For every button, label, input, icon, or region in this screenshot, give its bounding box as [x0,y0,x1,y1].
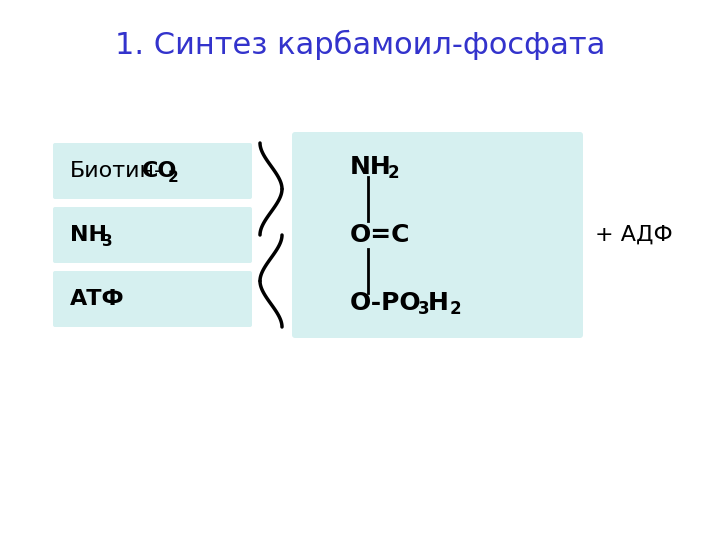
FancyBboxPatch shape [53,271,252,327]
Text: NH: NH [350,155,392,179]
FancyBboxPatch shape [292,132,583,338]
Text: Биотин-: Биотин- [70,161,163,181]
Text: O=C: O=C [350,223,410,247]
Text: + АДФ: + АДФ [595,225,672,245]
Text: H: H [428,291,449,315]
Text: 2: 2 [388,164,400,182]
Text: АТФ: АТФ [70,289,125,309]
Text: CO: CO [142,161,177,181]
Text: 3: 3 [102,233,112,248]
FancyBboxPatch shape [53,207,252,263]
Text: NH: NH [70,225,107,245]
Text: 1. Синтез карбамоил-фосфата: 1. Синтез карбамоил-фосфата [114,30,606,60]
Text: 2: 2 [450,300,462,318]
Text: 2: 2 [168,170,179,185]
FancyBboxPatch shape [53,143,252,199]
Text: O-PO: O-PO [350,291,422,315]
Text: 3: 3 [418,300,430,318]
